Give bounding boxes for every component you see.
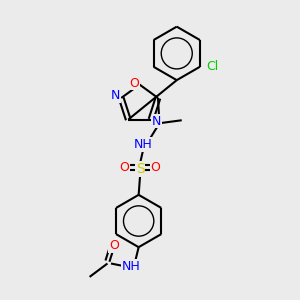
Text: NH: NH [122,260,141,273]
Text: O: O [109,239,119,252]
Text: O: O [129,76,139,90]
Text: N: N [111,89,120,102]
Text: O: O [151,161,160,174]
Text: NH: NH [134,138,152,151]
Text: O: O [120,161,130,174]
Text: N: N [152,115,162,128]
Text: S: S [136,162,145,176]
Text: Cl: Cl [206,60,218,73]
